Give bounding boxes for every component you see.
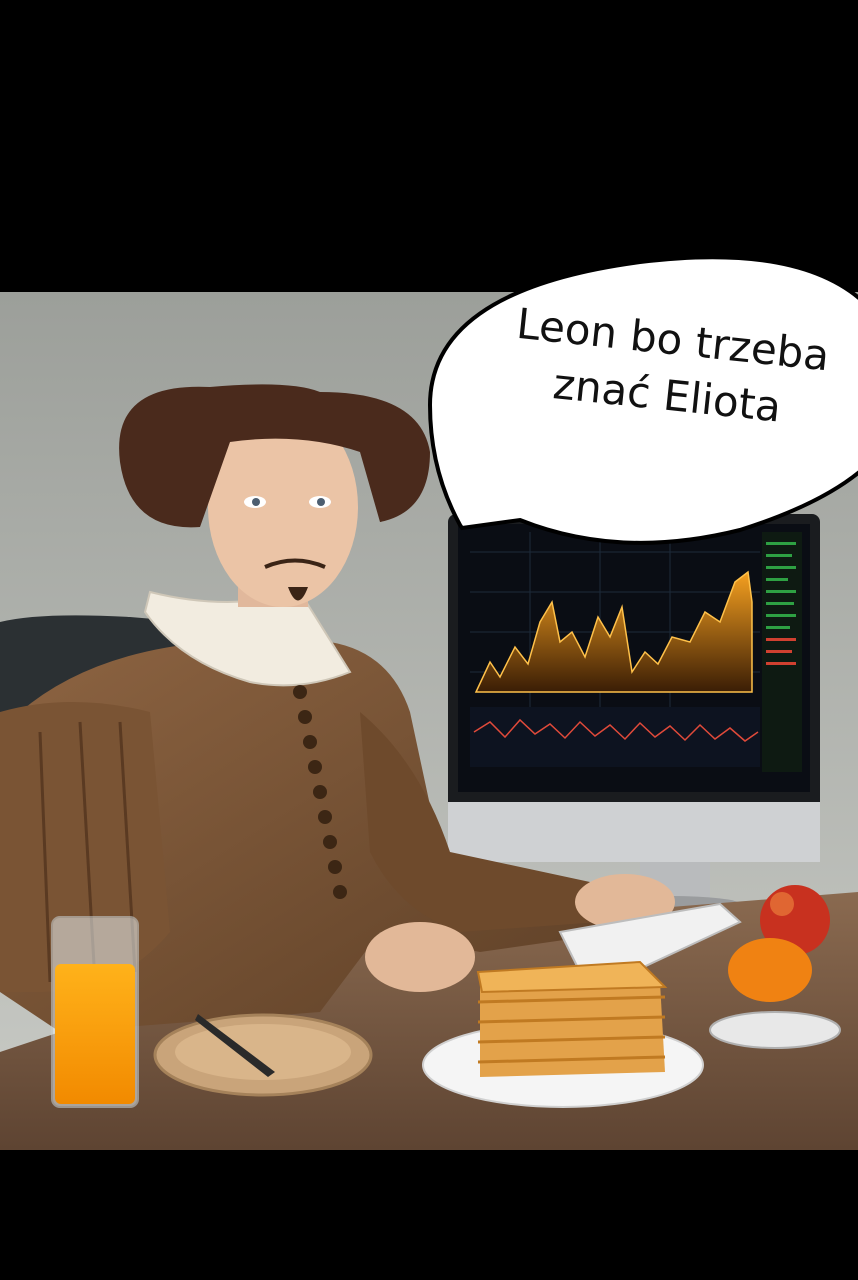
- apple: [760, 885, 830, 955]
- wooden-plate-with-knife: [153, 1013, 373, 1097]
- monitor-with-chart: [448, 514, 820, 912]
- waffles: [422, 960, 704, 1108]
- orange: [728, 938, 812, 1002]
- juice-glass: [51, 916, 139, 1108]
- mouse: [709, 1011, 841, 1049]
